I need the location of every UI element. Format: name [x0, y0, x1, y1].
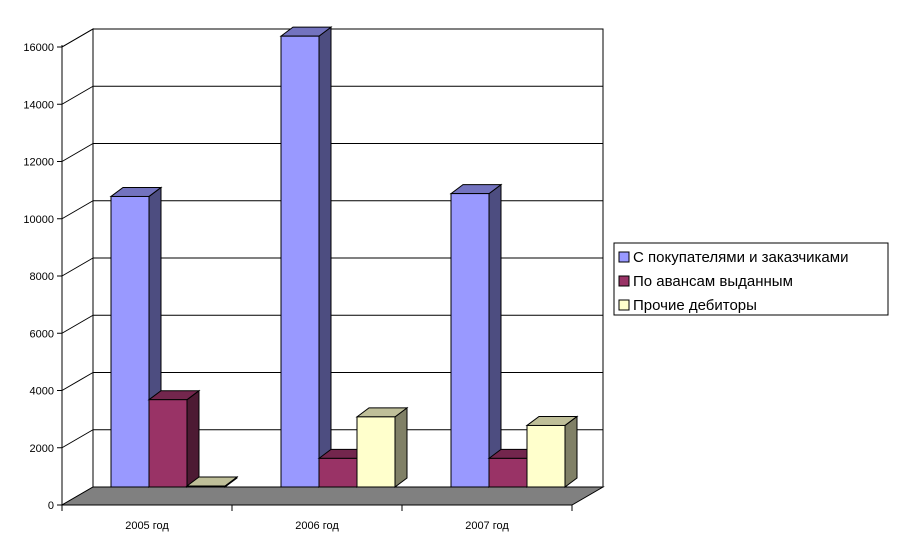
bar-front — [280, 35, 320, 488]
x-axis-ticks: 2005 год 2006 год 2007 год — [61, 505, 573, 532]
bar-side — [394, 406, 408, 488]
bar-side — [488, 183, 502, 488]
bar — [185, 476, 239, 488]
legend-label: По авансам выданным — [633, 273, 793, 290]
legend-box — [613, 242, 889, 316]
gridline-side — [61, 143, 94, 162]
y-tick-label: 6000 — [30, 328, 54, 340]
y-tick-label: 4000 — [30, 386, 54, 398]
bar-front — [356, 416, 396, 488]
gridline-side — [61, 28, 94, 48]
y-tick-label: 16000 — [23, 42, 54, 54]
bar-front — [186, 485, 226, 488]
floor-plane — [60, 486, 605, 506]
bar-front — [110, 195, 150, 488]
bar-front — [450, 193, 490, 488]
bar-side — [318, 26, 332, 488]
y-tick-label: 0 — [48, 500, 54, 512]
legend: С покупателями и заказчиками По авансам в… — [613, 242, 889, 316]
gridline-side — [61, 257, 94, 277]
bar — [147, 389, 201, 488]
legend-swatch — [618, 275, 630, 287]
gridline-side — [61, 314, 94, 334]
gridline-side — [61, 429, 94, 449]
chart-floor — [60, 486, 605, 506]
y-tick-label: 10000 — [23, 214, 54, 226]
bars — [109, 26, 579, 488]
gridlines — [61, 28, 603, 449]
y-tick-label: 14000 — [23, 99, 54, 111]
bar-front — [148, 399, 188, 488]
gridline-side — [61, 200, 94, 220]
bar-front — [526, 424, 566, 488]
y-tick-label: 8000 — [30, 271, 54, 283]
bar — [279, 26, 333, 488]
legend-label: С покупателями и заказчиками — [633, 249, 848, 266]
x-tick-label: 2005 год — [125, 520, 169, 532]
bar-front — [318, 457, 358, 488]
y-axis-ticks: 0 2000 4000 6000 8000 10000 12000 14000 16000 — [23, 42, 62, 512]
bar — [355, 406, 409, 488]
bar — [449, 183, 503, 488]
y-tick-label: 12000 — [23, 157, 54, 169]
bar-side — [186, 389, 200, 488]
bar-side — [564, 415, 578, 488]
legend-label: Прочие дебиторы — [633, 297, 757, 314]
legend-swatch — [618, 299, 630, 311]
axes — [61, 45, 572, 506]
bar-front — [488, 457, 528, 488]
gridline-side — [61, 372, 94, 391]
bar — [525, 415, 579, 488]
y-tick-label: 2000 — [30, 443, 54, 455]
x-tick-label: 2006 год — [295, 520, 339, 532]
gridline-side — [61, 85, 94, 105]
legend-swatch — [618, 251, 630, 263]
x-tick-label: 2007 год — [465, 520, 509, 532]
